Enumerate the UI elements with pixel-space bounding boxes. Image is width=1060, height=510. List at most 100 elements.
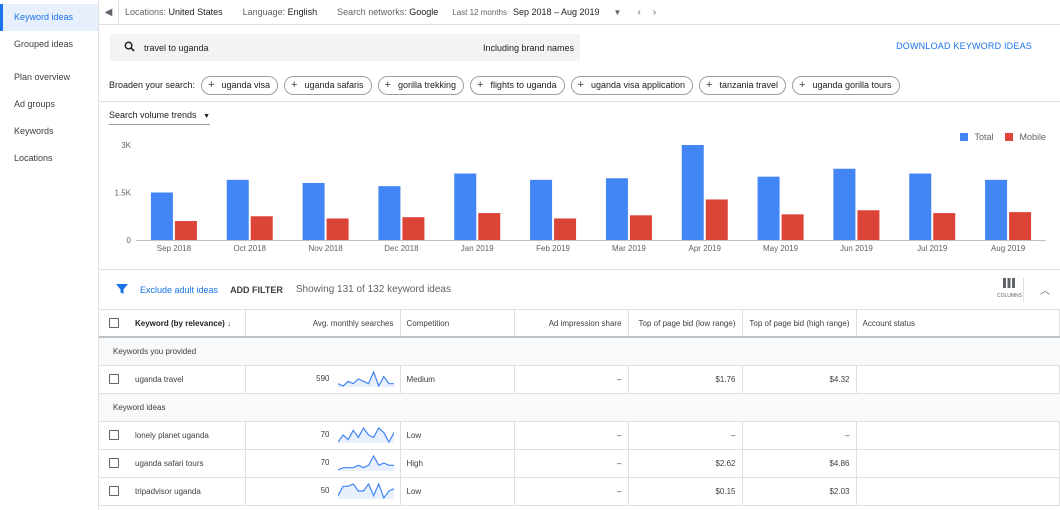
col-bid-low[interactable]: Top of page bid (low range) [628,310,743,338]
chip-label: uganda visa application [590,80,686,90]
plus-icon: + [577,79,584,91]
dropdown-arrow-icon: ▼ [203,113,210,120]
row-select-cell [99,365,129,394]
sparkline-line [337,370,394,388]
date-range-value[interactable]: Sep 2018 – Aug 2019 [512,7,600,17]
add-filter-button[interactable]: ADD FILTER [230,284,283,295]
trend-sparkline [337,426,395,444]
chart-section: Search volume trends ▼ Total Mobile 0 1.5… [99,102,1060,270]
col-ad-impression-share[interactable]: Ad impression share [514,310,629,338]
bar-total [681,145,704,240]
plus-icon: + [799,79,806,91]
y-tick-label: 3K [121,141,131,150]
table-row[interactable]: tripadvisor uganda 50 Low – $0.15 $2.03 [99,477,1060,506]
broaden-chip[interactable]: + uganda safaris [284,75,372,95]
keyword-cell: tripadvisor uganda [129,477,246,506]
chevron-right-icon[interactable]: › [652,6,657,18]
sparkline-line [337,454,394,471]
row-checkbox[interactable] [109,458,119,468]
sidebar-item-ad-groups[interactable]: Ad groups [14,99,56,109]
account-status-cell [856,477,1060,506]
avg-searches-value: 590 [316,374,330,384]
broaden-chip[interactable]: + uganda gorilla tours [792,75,900,95]
chart-type-dropdown[interactable]: Search volume trends ▼ [109,110,210,125]
sidebar-item-grouped-ideas[interactable]: Grouped ideas [14,39,74,49]
trend-sparkline [337,454,394,471]
row-checkbox[interactable] [109,430,119,440]
broaden-chip[interactable]: + uganda visa [201,75,279,95]
brand-names-toggle[interactable]: Including brand names [482,42,574,53]
y-tick-label: 1.5K [115,189,132,198]
broaden-chip[interactable]: + uganda visa application [570,75,694,95]
language-label: Language: [242,7,286,17]
language-setting[interactable]: Language: English [243,7,318,17]
x-tick-label: Oct 2018 [234,244,267,253]
bar-total [757,176,780,240]
main-content: ◀ Locations: United States Language: Eng… [99,0,1060,510]
keyword-table: Keyword (by relevance) ↓ Avg. monthly se… [99,310,1060,506]
search-icon [118,41,140,54]
collapse-sidebar-icon[interactable]: ◀ [99,0,119,25]
group-label: Keyword ideas [99,393,1060,422]
table-row[interactable]: uganda safari tours 70 High – $2.62 $4.86 [99,449,1060,478]
table-row[interactable]: uganda travel 590 Medium – $1.76 $4.32 [99,365,1060,394]
sparkline-area [337,456,394,471]
sidebar-item-locations[interactable]: Locations [14,153,53,163]
bar-mobile [326,218,349,240]
x-tick-label: Nov 2018 [308,244,343,253]
bid-low-cell: $2.62 [628,449,743,478]
search-query[interactable]: travel to uganda [144,42,209,53]
legend-mobile-swatch [1005,133,1014,141]
bar-mobile [174,221,197,240]
legend-total[interactable]: Total [960,132,993,142]
exclude-adult-ideas-filter[interactable]: Exclude adult ideas [140,284,219,295]
broaden-chip[interactable]: + flights to uganda [470,75,565,95]
chevron-up-icon[interactable]: ︿ [1040,286,1050,297]
broaden-chip[interactable]: + gorilla trekking [377,75,464,95]
keyword-search-box[interactable]: travel to uganda Including brand names [110,34,580,61]
col-avg-searches[interactable]: Avg. monthly searches [245,310,401,338]
sidebar-item-plan-overview[interactable]: Plan overview [14,72,71,82]
search-row: travel to uganda Including brand names D… [99,25,1060,69]
bar-mobile [933,213,956,240]
sparkline-line [337,426,395,444]
select-all-cell [99,310,129,338]
x-tick-label: Jan 2019 [461,244,494,253]
bar-total [833,168,856,240]
columns-button[interactable]: COLUMNS [997,278,1022,299]
sidebar-item-keyword-ideas[interactable]: Keyword ideas [0,4,98,31]
locations-setting[interactable]: Locations: United States [125,7,223,17]
broaden-chip[interactable]: + tanzania travel [699,75,786,95]
col-keyword[interactable]: Keyword (by relevance) ↓ [129,310,246,338]
table-group-row: Keywords you provided [99,337,1060,366]
date-range-dropdown-icon[interactable]: ▼ [613,7,622,17]
x-tick-label: Jun 2019 [840,244,873,253]
period-label: Last 12 months [452,7,507,17]
divider [1023,278,1024,302]
row-checkbox[interactable] [109,374,119,384]
bar-total [302,183,325,240]
col-bid-high[interactable]: Top of page bid (high range) [742,310,857,338]
language-value: English [287,7,318,17]
col-account-status[interactable]: Account status [856,310,1060,338]
select-all-checkbox[interactable] [109,318,119,328]
row-checkbox[interactable] [109,486,119,496]
avg-searches-value: 50 [320,486,330,496]
avg-searches-value: 70 [320,430,330,440]
networks-setting[interactable]: Search networks: Google [337,7,438,17]
sidebar-item-keywords[interactable]: Keywords [14,126,54,136]
download-keyword-ideas-button[interactable]: DOWNLOAD KEYWORD IDEAS [896,41,1032,51]
account-status-cell [856,449,1060,478]
bar-total [150,192,173,240]
plus-icon: + [384,79,391,91]
filter-icon[interactable] [116,283,128,297]
row-select-cell [99,421,129,450]
legend-mobile[interactable]: Mobile [1005,132,1046,142]
top-bar: ◀ Locations: United States Language: Eng… [99,0,1060,25]
col-competition[interactable]: Competition [400,310,515,338]
table-row[interactable]: lonely planet uganda 70 Low – – – [99,421,1060,450]
competition-cell: Medium [400,365,515,394]
chip-label: gorilla trekking [397,80,456,90]
chevron-left-icon[interactable]: ‹ [637,6,641,18]
avg-searches-cell: 50 [245,477,401,506]
